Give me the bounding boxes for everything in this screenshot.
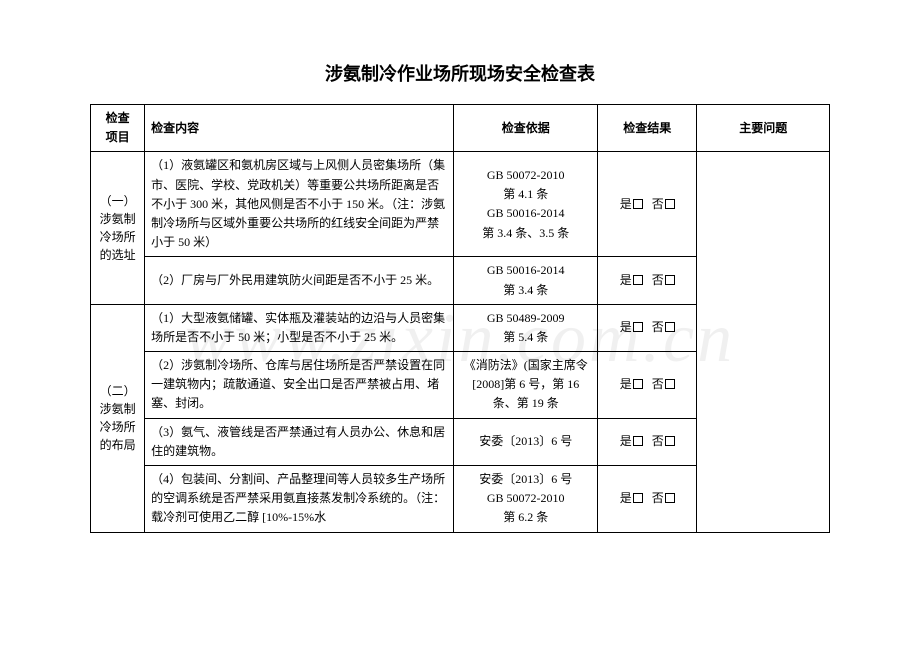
result-no-label: 否: [652, 273, 664, 287]
basis-cell: GB 50072-2010第 4.1 条GB 50016-2014第 3.4 条…: [454, 152, 598, 257]
checkbox-yes[interactable]: [633, 379, 643, 389]
checkbox-yes[interactable]: [633, 493, 643, 503]
content-cell: （1）液氨罐区和氨机房区域与上风侧人员密集场所（集市、医院、学校、党政机关）等重…: [145, 152, 454, 257]
basis-cell: GB 50016-2014第 3.4 条: [454, 257, 598, 304]
header-result: 检查结果: [598, 105, 697, 152]
checkbox-yes[interactable]: [633, 436, 643, 446]
content-cell: （4）包装间、分割间、产品整理间等人员较多生产场所的空调系统是否严禁采用氨直接蒸…: [145, 466, 454, 533]
checkbox-yes[interactable]: [633, 322, 643, 332]
basis-cell: 安委〔2013〕6 号GB 50072-2010第 6.2 条: [454, 466, 598, 533]
header-issue: 主要问题: [697, 105, 830, 152]
result-no-label: 否: [652, 434, 664, 448]
page-title: 涉氨制冷作业场所现场安全检查表: [90, 60, 830, 86]
checkbox-no[interactable]: [665, 493, 675, 503]
result-cell: 是 否: [598, 257, 697, 304]
result-yes-label: 是: [620, 273, 632, 287]
result-no-label: 否: [652, 320, 664, 334]
checkbox-no[interactable]: [665, 379, 675, 389]
result-no-label: 否: [652, 377, 664, 391]
result-yes-label: 是: [620, 320, 632, 334]
table-row: （一）涉氨制冷场所的选址 （1）液氨罐区和氨机房区域与上风侧人员密集场所（集市、…: [91, 152, 830, 257]
result-cell: 是 否: [598, 466, 697, 533]
result-yes-label: 是: [620, 434, 632, 448]
content-cell: （2）涉氨制冷场所、仓库与居住场所是否严禁设置在同一建筑物内；疏散通道、安全出口…: [145, 352, 454, 419]
content-cell: （3）氨气、液管线是否严禁通过有人员办公、休息和居住的建筑物。: [145, 418, 454, 465]
checkbox-yes[interactable]: [633, 275, 643, 285]
result-cell: 是 否: [598, 152, 697, 257]
inspection-table: 检查项目 检查内容 检查依据 检查结果 主要问题 （一）涉氨制冷场所的选址 （1…: [90, 104, 830, 533]
header-item: 检查项目: [91, 105, 145, 152]
header-basis: 检查依据: [454, 105, 598, 152]
checkbox-no[interactable]: [665, 199, 675, 209]
category-cell: （一）涉氨制冷场所的选址: [91, 152, 145, 304]
content-cell: （2）厂房与厂外民用建筑防火间距是否不小于 25 米。: [145, 257, 454, 304]
result-yes-label: 是: [620, 491, 632, 505]
result-cell: 是 否: [598, 352, 697, 419]
checkbox-no[interactable]: [665, 275, 675, 285]
result-cell: 是 否: [598, 418, 697, 465]
category-cell: （二）涉氨制冷场所的布局: [91, 304, 145, 532]
result-cell: 是 否: [598, 304, 697, 351]
table-header-row: 检查项目 检查内容 检查依据 检查结果 主要问题: [91, 105, 830, 152]
checkbox-yes[interactable]: [633, 199, 643, 209]
result-no-label: 否: [652, 491, 664, 505]
checkbox-no[interactable]: [665, 322, 675, 332]
basis-cell: 安委〔2013〕6 号: [454, 418, 598, 465]
checkbox-no[interactable]: [665, 436, 675, 446]
result-yes-label: 是: [620, 197, 632, 211]
header-content: 检查内容: [145, 105, 454, 152]
document-page: 涉氨制冷作业场所现场安全检查表 检查项目 检查内容 检查依据 检查结果 主要问题…: [0, 0, 920, 553]
result-yes-label: 是: [620, 377, 632, 391]
issue-cell: [697, 152, 830, 532]
content-cell: （1）大型液氨储罐、实体瓶及灌装站的边沿与人员密集场所是否不小于 50 米；小型…: [145, 304, 454, 351]
basis-cell: GB 50489-2009第 5.4 条: [454, 304, 598, 351]
basis-cell: 《消防法》(国家主席令[2008]第 6 号，第 16 条、第 19 条: [454, 352, 598, 419]
result-no-label: 否: [652, 197, 664, 211]
